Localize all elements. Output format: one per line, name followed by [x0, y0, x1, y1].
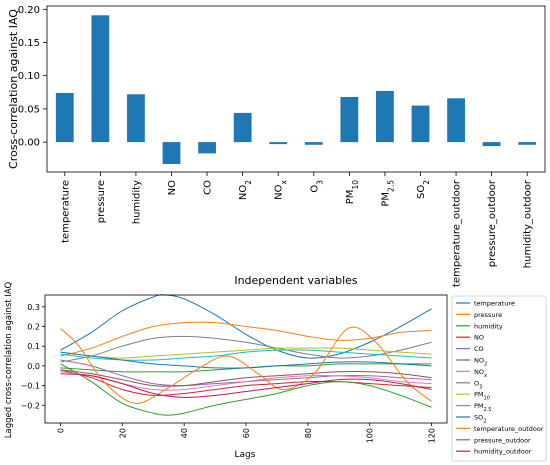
bar-x-tick-label: NO	[167, 180, 178, 195]
legend-label: O3	[474, 379, 482, 390]
line-y-tick-label: 0.3	[27, 303, 40, 312]
series-line-13	[60, 373, 432, 398]
legend-label: NO	[474, 334, 484, 342]
legend-label: CO	[474, 345, 484, 353]
series-line-8	[60, 347, 432, 359]
legend-label: humidity_outdoor	[474, 448, 532, 456]
line-x-tick-label: 40	[180, 428, 189, 438]
series-line-3	[60, 369, 432, 397]
bar-x-tick-label: NOx	[274, 179, 289, 199]
line-x-tick-label: 0	[56, 428, 65, 433]
legend-label: NOx	[474, 368, 487, 379]
line-x-tick-label: 60	[242, 428, 251, 438]
line-x-axis-label: Lags	[235, 450, 256, 460]
bar-x-tick-label: temperature	[60, 180, 71, 243]
series-line-7	[60, 335, 432, 363]
line-y-axis-label: Lagged cross-correlation against IAQ	[4, 282, 14, 439]
series-line-1	[60, 321, 432, 357]
bar-x-tick-label: pressure	[96, 180, 107, 223]
bar-x-tick-label: humidity	[131, 180, 142, 224]
bar-12	[482, 142, 501, 147]
bar-x-tick-label: pressure_outdoor	[487, 179, 498, 267]
legend-label: SO2	[474, 414, 486, 425]
line-x-tick-label: 100	[366, 428, 375, 443]
bar-x-tick-label: PM10	[345, 180, 360, 204]
bar-3	[162, 142, 181, 165]
legend-label: PM10	[474, 391, 490, 402]
line-chart: 0.3 0.2 0.1 0.0 −0.1 −0.2 0 20 40 60 80 100 120 Lag…	[4, 282, 547, 462]
bar-x-axis: temperature pressure humidity NO CO NO2 NOx O3 P…	[60, 172, 534, 287]
series-line-11	[60, 326, 432, 404]
bar-y-axis: 0.20 0.15 0.10 0.05 0.00	[18, 5, 47, 149]
bar-x-tick-label: NO2	[238, 180, 253, 200]
legend-label: pressure	[474, 311, 502, 319]
line-y-tick-label: 0.0	[27, 362, 40, 371]
legend-label: humidity	[474, 322, 503, 330]
bar-13	[518, 142, 537, 145]
bar-7	[304, 142, 323, 145]
line-x-tick-label: 20	[118, 428, 127, 438]
bar-x-tick-label: O3	[309, 180, 324, 193]
line-series-group	[60, 294, 432, 416]
line-y-axis: 0.3 0.2 0.1 0.0 −0.1 −0.2	[21, 303, 45, 410]
legend: temperaturepressurehumidityNOCONO2NOxO3P…	[451, 295, 547, 462]
bar-plot-frame	[46, 5, 546, 173]
line-x-tick-label: 80	[304, 428, 313, 438]
legend-label: temperature_outdoor	[474, 425, 544, 433]
bar-1	[91, 15, 110, 143]
line-y-tick-label: 0.2	[27, 323, 40, 332]
legend-frame	[451, 295, 547, 462]
line-y-tick-label: −0.1	[21, 382, 40, 391]
bar-10	[411, 105, 430, 143]
bar-y-tick-label: 0.05	[18, 104, 40, 115]
line-y-tick-label: 0.1	[27, 342, 40, 351]
series-line-5	[60, 369, 432, 387]
bar-6	[269, 142, 288, 145]
line-y-tick-label: −0.2	[21, 401, 40, 410]
legend-label: pressure_outdoor	[474, 436, 531, 444]
bar-chart: 0.20 0.15 0.10 0.05 0.00 temperature pressure…	[7, 5, 546, 287]
bar-x-axis-label: Independent variables	[234, 274, 358, 287]
bar-8	[340, 96, 359, 143]
bar-2	[127, 94, 145, 143]
bar-9	[376, 90, 394, 143]
bar-x-tick-label: temperature_outdoor	[452, 179, 463, 287]
legend-label: NO2	[474, 357, 487, 368]
bar-y-tick-label: 0.20	[18, 5, 40, 16]
bar-4	[198, 142, 216, 154]
legend-label: PM2.5	[474, 402, 491, 413]
bar-x-tick-label: humidity_outdoor	[523, 179, 534, 268]
line-x-tick-label: 120	[428, 428, 437, 443]
bar-5	[233, 112, 252, 143]
bar-0	[55, 92, 74, 143]
bar-11	[447, 98, 465, 143]
bar-y-axis-label: Cross-correlation against IAQ	[7, 9, 20, 169]
series-line-10	[60, 351, 432, 369]
legend-label: temperature	[474, 300, 515, 308]
bar-y-tick-label: 0.15	[18, 38, 40, 49]
line-x-axis: 0 20 40 60 80 100 120	[56, 423, 437, 443]
bar-x-tick-label: PM2.5	[380, 180, 395, 207]
bar-series	[55, 15, 537, 165]
bar-x-tick-label: CO	[203, 180, 214, 195]
bar-y-tick-label: 0.10	[18, 71, 40, 82]
series-line-12	[60, 363, 432, 416]
bar-y-tick-label: 0.00	[18, 138, 40, 149]
bar-x-tick-label: SO2	[416, 180, 431, 199]
